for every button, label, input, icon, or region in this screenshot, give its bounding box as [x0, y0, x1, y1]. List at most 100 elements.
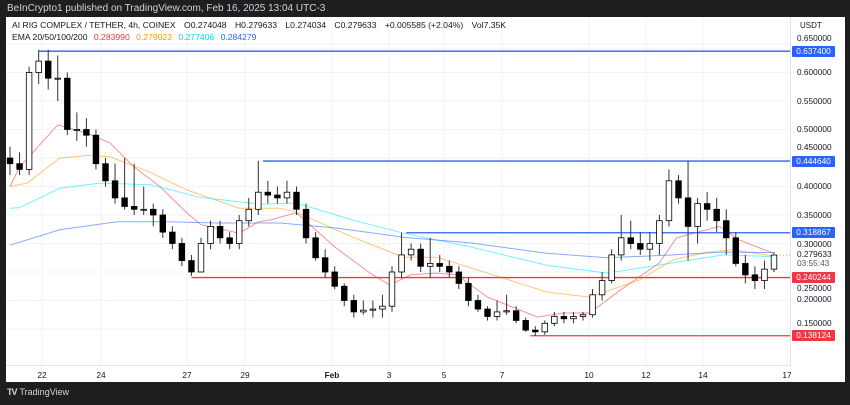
- candle-down: [159, 214, 166, 233]
- candle-down: [446, 265, 453, 273]
- time-label: 10: [584, 370, 594, 380]
- candle-up: [207, 225, 214, 244]
- candle-up: [503, 310, 510, 313]
- level-price-tag: 0.318867: [792, 227, 835, 239]
- candle-down: [169, 231, 176, 244]
- candle-down: [178, 243, 186, 262]
- close-value: C0.279633: [334, 20, 377, 30]
- candle-down: [312, 237, 319, 259]
- candle-down: [560, 316, 568, 320]
- candle-down: [732, 237, 739, 264]
- price-axis-divider: [790, 17, 791, 365]
- candle-up: [379, 305, 386, 310]
- ema-line-ema20: [9, 124, 774, 318]
- candle-down: [627, 237, 634, 244]
- candle-down: [465, 282, 472, 301]
- candle-down: [6, 157, 14, 165]
- candle-up: [589, 294, 596, 316]
- time-label: 22: [37, 370, 47, 380]
- candle-down: [302, 208, 310, 239]
- candle-up: [235, 220, 243, 244]
- candle-down: [522, 320, 529, 331]
- time-label: 29: [240, 370, 250, 380]
- candle-up: [25, 72, 33, 170]
- ema20-value: 0.283990: [93, 32, 130, 42]
- candle-up: [369, 308, 377, 311]
- price-tick-label: 0.600000: [797, 67, 832, 77]
- candle-down: [264, 191, 272, 196]
- candle-down: [713, 208, 720, 222]
- price-tick-label: 0.300000: [797, 239, 832, 249]
- candle-up: [608, 254, 615, 281]
- chart-panel[interactable]: [6, 17, 845, 382]
- candle-up: [770, 254, 778, 270]
- open-value: O0.274048: [184, 20, 227, 30]
- candle-down: [484, 308, 491, 317]
- time-label: 12: [641, 370, 651, 380]
- candle-down: [64, 77, 71, 130]
- change-value: +0.005585 (+2.04%): [384, 20, 464, 30]
- candle-up: [283, 191, 291, 199]
- high-value: H0.279633: [234, 20, 278, 30]
- candle-down: [226, 237, 233, 244]
- candle-up: [360, 309, 367, 313]
- footer-brand[interactable]: TradingView: [19, 387, 70, 397]
- candle-down: [121, 197, 128, 207]
- candle-down: [637, 243, 644, 250]
- price-tick-label: 0.350000: [797, 209, 832, 220]
- time-label: 24: [96, 370, 106, 380]
- time-label: 3: [386, 370, 392, 380]
- ema100-value: 0.277406: [178, 32, 215, 42]
- countdown-label: 03:55:43: [797, 258, 830, 268]
- candle-up: [407, 248, 415, 256]
- tradingview-logo-icon[interactable]: TV: [7, 387, 17, 397]
- level-price-tag: 0.637400: [792, 45, 835, 57]
- ema-line-ema100: [9, 182, 774, 274]
- candle-down: [703, 203, 711, 210]
- publish-bar: BeInCrypto1 published on TradingView.com…: [0, 0, 850, 18]
- time-label: 27: [182, 370, 192, 380]
- candle-up: [35, 60, 42, 73]
- low-value: L0.274034: [285, 20, 327, 30]
- symbol-title[interactable]: AI RIG COMPLEX / TETHER, 4h, COINEX: [12, 20, 176, 30]
- level-price-tag: 0.138124: [792, 330, 835, 342]
- currency-label[interactable]: USDT: [795, 19, 841, 33]
- candle-down: [751, 274, 759, 281]
- price-tick-label: 0.450000: [797, 142, 832, 152]
- price-tick-label: 0.150000: [797, 318, 832, 328]
- level-price-tag: 0.444640: [792, 155, 835, 167]
- ema50-value: 0.279023: [136, 32, 172, 42]
- candle-up: [579, 314, 587, 317]
- ohlc-legend: AI RIG COMPLEX / TETHER, 4h, COINEX O0.2…: [12, 20, 512, 30]
- candle-up: [665, 180, 673, 222]
- candle-down: [331, 271, 338, 287]
- candle-down: [512, 310, 520, 321]
- candle-up: [140, 208, 147, 211]
- candle-up: [245, 208, 252, 222]
- price-tick-label: 0.500000: [797, 124, 832, 134]
- price-tick-label: 0.550000: [797, 95, 832, 106]
- current-price-label: 0.279633: [797, 249, 832, 259]
- candle-down: [293, 191, 300, 210]
- candle-down: [675, 180, 682, 199]
- candle-up: [197, 243, 205, 273]
- time-axis-divider: [6, 365, 791, 366]
- candle-up: [570, 316, 577, 320]
- time-label: 7: [499, 370, 505, 380]
- candle-down: [455, 271, 463, 284]
- candle-up: [656, 220, 663, 244]
- candle-up: [618, 237, 625, 256]
- candle-down: [102, 163, 109, 182]
- time-label: 5: [441, 370, 447, 380]
- candle-up: [646, 243, 654, 250]
- ema-line-ema200: [9, 221, 774, 259]
- candle-down: [417, 248, 424, 267]
- candle-down: [742, 263, 749, 276]
- candle-up: [694, 203, 701, 227]
- candle-down: [16, 163, 23, 170]
- candle-down: [216, 225, 224, 239]
- candle-down: [111, 180, 119, 199]
- level-price-tag: 0.240244: [792, 272, 835, 284]
- ema-label[interactable]: EMA 20/50/100/200: [12, 32, 88, 42]
